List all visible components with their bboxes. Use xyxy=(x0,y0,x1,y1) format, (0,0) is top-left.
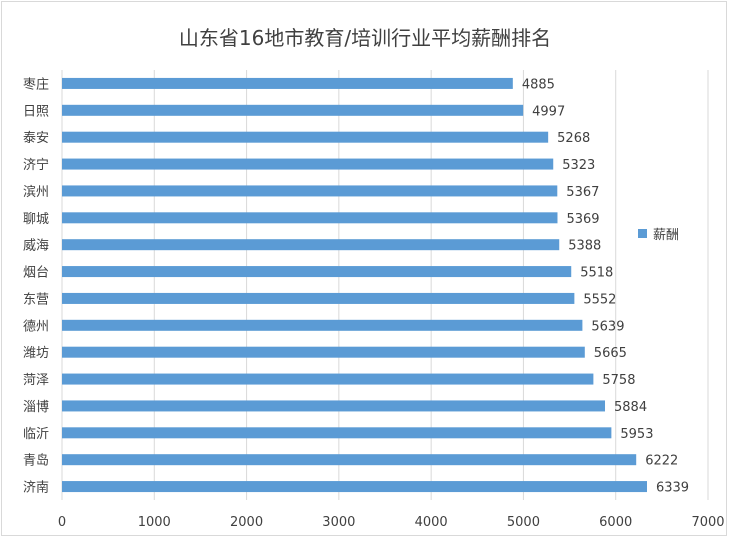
category-label: 德州 xyxy=(23,319,49,334)
category-label: 青岛 xyxy=(23,453,49,469)
bar xyxy=(62,292,575,304)
data-label: 4885 xyxy=(522,77,555,92)
legend-label: 薪酬 xyxy=(653,228,680,243)
bar xyxy=(62,346,585,358)
data-label: 6339 xyxy=(656,481,689,496)
category-label: 威海 xyxy=(23,239,49,254)
category-label: 临沂 xyxy=(23,427,49,442)
x-tick-label: 6000 xyxy=(599,515,632,530)
x-tick-label: 2000 xyxy=(230,515,263,530)
category-label: 烟台 xyxy=(23,266,49,281)
bar xyxy=(62,319,583,331)
data-label: 5367 xyxy=(566,185,599,200)
legend: 薪酬 xyxy=(638,224,679,243)
bar xyxy=(62,185,558,197)
category-label: 济南 xyxy=(23,480,49,496)
category-label: 菏泽 xyxy=(23,373,49,388)
bar xyxy=(62,373,594,385)
data-label: 5552 xyxy=(583,292,616,307)
x-tick-label: 5000 xyxy=(507,515,540,530)
data-label: 5323 xyxy=(562,158,595,173)
bar xyxy=(62,427,612,439)
data-label: 5268 xyxy=(557,131,590,146)
category-label: 泰安 xyxy=(23,131,49,146)
bar xyxy=(62,454,637,466)
bar xyxy=(62,212,558,224)
data-label: 5388 xyxy=(568,239,601,254)
bar xyxy=(62,104,524,116)
category-label: 淄博 xyxy=(23,400,49,415)
x-tick-label: 7000 xyxy=(691,515,724,530)
category-label: 日照 xyxy=(23,104,49,119)
data-label: 6222 xyxy=(645,454,678,469)
category-label: 潍坊 xyxy=(23,346,49,361)
x-tick-label: 1000 xyxy=(138,515,171,530)
bar xyxy=(62,266,572,278)
x-tick-label: 4000 xyxy=(415,515,448,530)
category-label: 济宁 xyxy=(23,157,49,173)
bar xyxy=(62,131,549,143)
bar xyxy=(62,400,606,412)
data-label: 5518 xyxy=(580,266,613,281)
x-tick-label: 3000 xyxy=(322,515,355,530)
data-label: 5758 xyxy=(602,373,635,388)
data-label: 4997 xyxy=(532,104,565,119)
category-label: 东营 xyxy=(23,292,49,307)
bar xyxy=(62,239,560,251)
data-label: 5665 xyxy=(594,346,627,361)
data-label: 5953 xyxy=(620,427,653,442)
bar xyxy=(62,481,647,493)
chart-title: 山东省16地市教育/培训行业平均薪酬排名 xyxy=(178,26,552,50)
category-label: 枣庄 xyxy=(23,76,49,92)
category-label: 聊城 xyxy=(23,212,49,227)
bar xyxy=(62,158,554,170)
data-label: 5369 xyxy=(566,212,599,227)
data-label: 5884 xyxy=(614,400,647,415)
bar xyxy=(62,77,513,89)
category-label: 滨州 xyxy=(23,184,49,200)
x-tick-label: 0 xyxy=(58,515,66,530)
data-label: 5639 xyxy=(591,319,624,334)
legend-swatch xyxy=(638,229,647,238)
